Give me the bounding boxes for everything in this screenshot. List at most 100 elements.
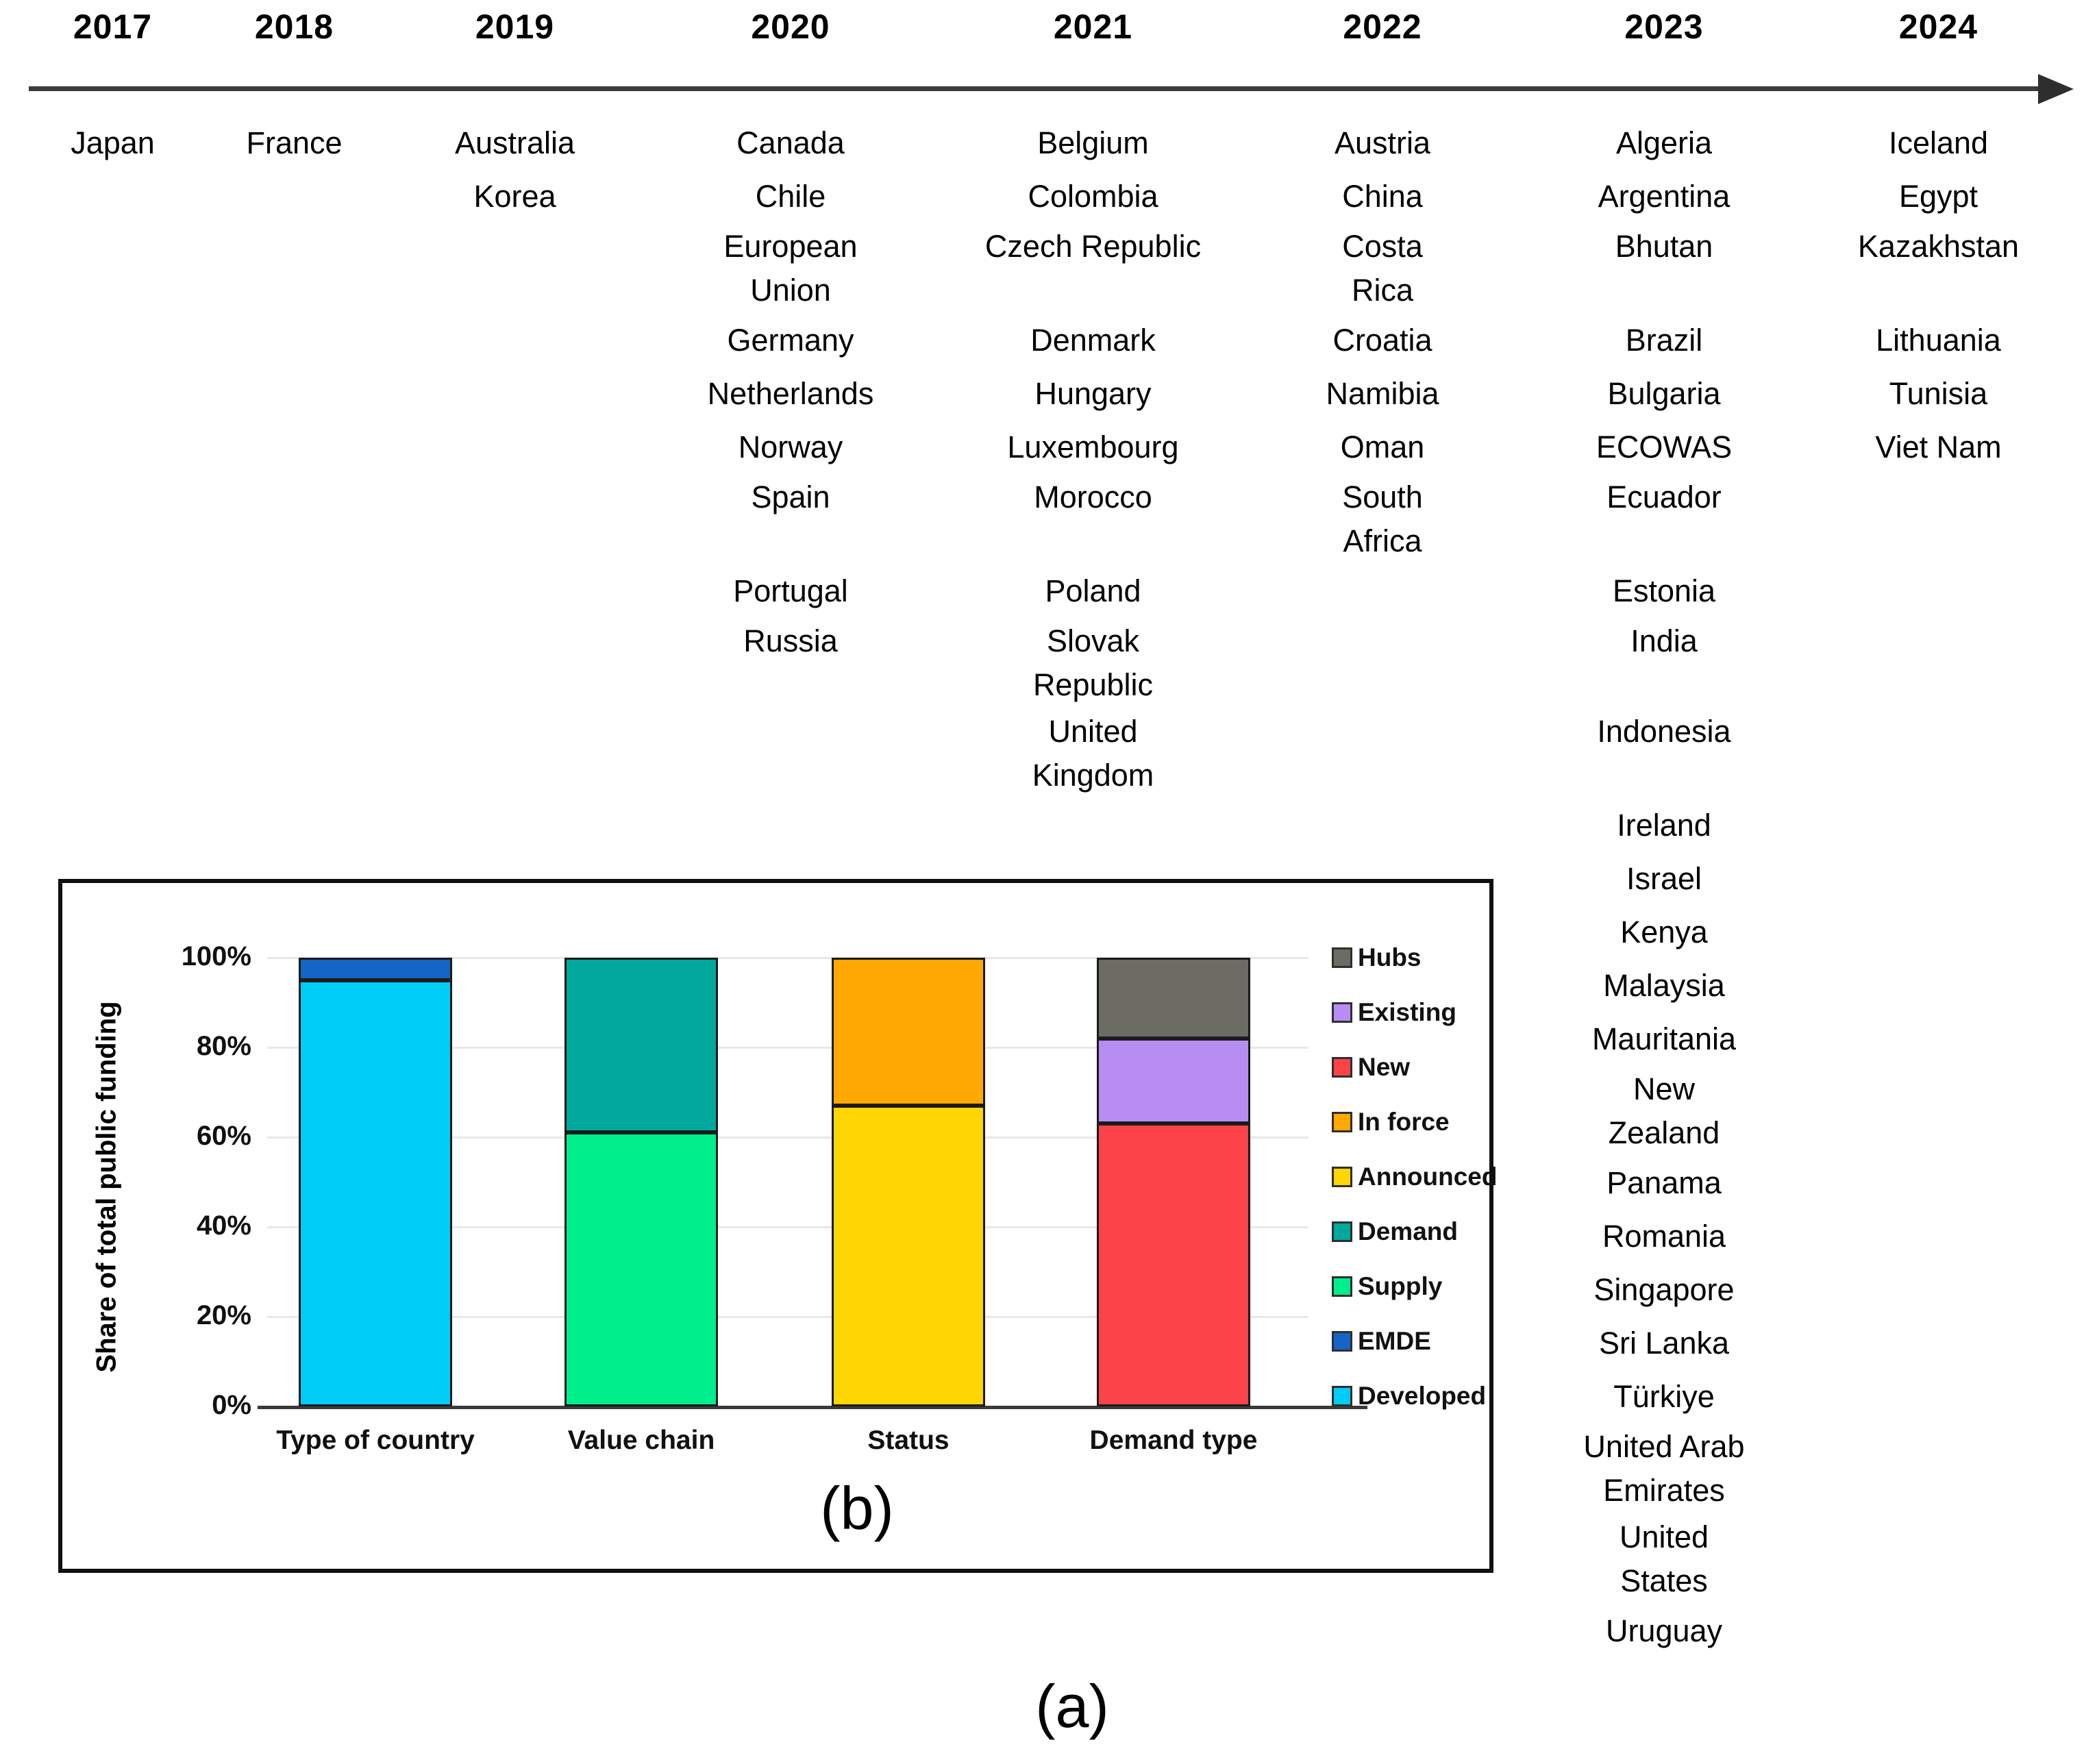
stacked-bar-type-of-country [299,958,452,1406]
country-label: Ireland [1617,808,1711,843]
country-label: China [1342,179,1423,214]
country-label: Norway [738,430,843,465]
year-header-2023: 2023 [1624,8,1704,46]
country-label: Kenya [1620,915,1708,950]
country-label: Singapore [1593,1272,1735,1308]
country-label: Viet Nam [1875,430,2002,465]
legend-label: Existing [1358,998,1456,1026]
country-label: New Zealand [1608,1071,1720,1150]
legend-label: Announced [1358,1163,1498,1191]
timeline-country-grid: Japan France Australia Korea Canada Chile Euro… [27,116,2070,1658]
panel-a-caption: (a) [1035,1672,1109,1740]
country-label: Croatia [1332,323,1432,358]
country-label: Panama [1606,1165,1722,1201]
bar-segment-hubs [1097,958,1250,1039]
legend-label: In force [1358,1108,1450,1136]
country-label: Iceland [1888,125,1989,161]
legend-item-emde: EMDE [1332,1325,1431,1358]
country-label: Romania [1602,1219,1726,1254]
year-header-2019: 2019 [475,8,555,46]
legend-item-hubs: Hubs [1332,941,1422,974]
country-label: Slovak Republic [1032,623,1154,702]
x-category-status: Status [867,1426,950,1455]
legend-label: Hubs [1358,943,1422,971]
country-label: Bulgaria [1607,376,1721,412]
y-tick-0%: 0% [212,1390,251,1420]
country-label: Mauritania [1591,1021,1737,1057]
legend-label: New [1358,1053,1411,1081]
bar-segment-demand [564,958,718,1133]
y-tick-40%: 40% [196,1210,251,1241]
country-label: Costa Rica [1342,229,1423,308]
country-label: Egypt [1898,179,1978,214]
bar-segment-in-force [832,958,985,1106]
gridline-20 [267,1316,1308,1318]
country-label: ECOWAS [1596,430,1733,465]
year-header-2022: 2022 [1343,8,1422,46]
bar-segment-supply [564,1132,718,1406]
bar-segment-developed [299,980,452,1406]
country-label: France [246,125,343,161]
plot-area [258,957,1367,1409]
legend-item-announced: Announced [1332,1160,1497,1193]
country-label: Indonesia [1597,714,1731,749]
country-label: United Kingdom [1032,714,1154,793]
country-label: United States [1619,1519,1709,1598]
country-label: Korea [473,179,556,214]
stacked-bar-value-chain [564,958,718,1406]
legend-item-developed: Developed [1332,1380,1486,1413]
gridline-100 [267,957,1308,959]
country-label: Colombia [1028,179,1158,214]
legend-item-in-force: In force [1332,1106,1450,1139]
country-label: Oman [1340,430,1425,465]
legend-label: Demand [1358,1217,1458,1245]
y-tick-20%: 20% [196,1300,251,1330]
x-category-value-chain: Value chain [567,1426,715,1455]
legend-swatch-icon [1332,1276,1352,1297]
gridline-80 [267,1047,1308,1049]
bar-segment-emde [299,958,452,980]
country-label: Uruguay [1605,1613,1723,1649]
year-header-2020: 2020 [751,8,830,46]
panel-b-caption: (b) [820,1474,894,1542]
country-label: Luxembourg [1007,430,1179,465]
legend-label: Supply [1358,1272,1443,1300]
country-label: Tunisia [1889,376,1988,412]
panel-b-chart: Share of total public funding 0% 20% 40% 60… [58,879,1497,1573]
country-label: Bhutan [1615,229,1713,264]
country-label: Poland [1045,573,1141,609]
legend-label: EMDE [1358,1327,1431,1355]
country-label: Chile [755,179,826,214]
x-category-demand-type: Demand type [1089,1426,1258,1455]
year-header-2018: 2018 [254,8,334,46]
country-label: Israel [1626,861,1702,897]
country-label: Brazil [1625,323,1703,358]
country-label: Canada [736,125,845,161]
y-tick-100%: 100% [181,941,251,971]
x-axis-line [258,1406,1367,1409]
year-header-2021: 2021 [1053,8,1133,46]
country-label: European Union [723,229,858,308]
country-label: Russia [743,623,838,658]
country-label: Algeria [1615,125,1713,161]
y-tick-60%: 60% [196,1121,251,1151]
y-axis-label-wrap: Share of total public funding [83,962,131,1411]
legend-item-new: New [1332,1051,1410,1084]
country-label: Türkiye [1613,1379,1715,1415]
gridline-60 [267,1136,1308,1139]
country-label: South Africa [1342,480,1423,558]
country-label: Czech Republic [984,229,1202,264]
timeline-arrowhead-icon [2038,74,2074,104]
country-label: Sri Lanka [1598,1326,1730,1361]
country-label: Portugal [733,573,848,609]
legend-swatch-icon [1332,1112,1352,1132]
country-label: Germany [727,323,854,358]
timeline-axis-line [29,86,2042,91]
year-header-2017: 2017 [73,8,153,46]
country-label: Japan [71,125,155,161]
country-label: Spain [751,480,830,514]
x-category-type-of-country: Type of country [276,1426,475,1455]
country-label: Kazakhstan [1857,229,2020,264]
country-label: Namibia [1326,376,1439,412]
timeline-year-header-row: 2017 2018 2019 2020 2021 2022 2023 2024 [27,7,2070,47]
